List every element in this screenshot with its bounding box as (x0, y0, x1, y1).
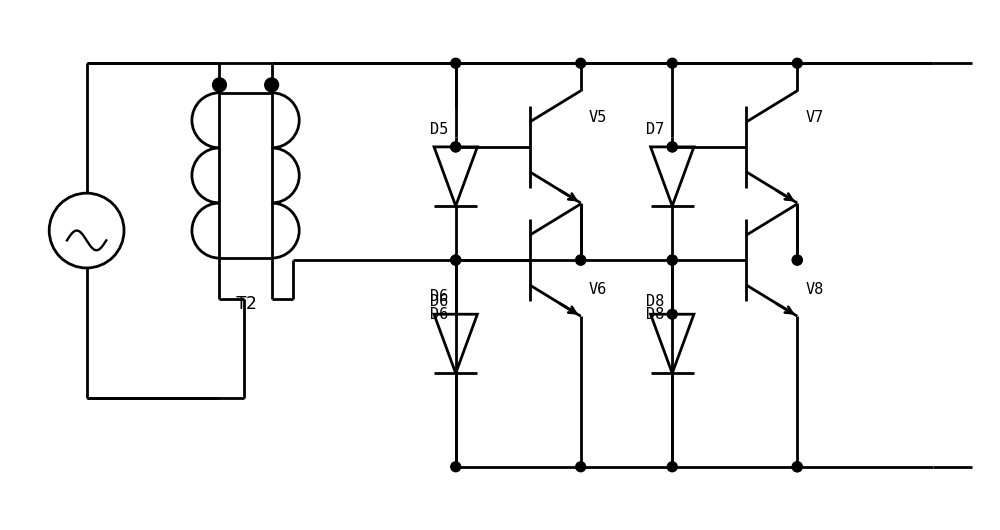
Circle shape (576, 255, 586, 265)
Text: D5: D5 (430, 122, 448, 137)
Circle shape (792, 255, 802, 265)
Circle shape (213, 78, 226, 92)
Text: V6: V6 (589, 282, 607, 297)
Text: D8: D8 (646, 294, 664, 310)
Circle shape (451, 255, 461, 265)
Text: D7: D7 (646, 122, 664, 137)
Circle shape (792, 462, 802, 472)
Circle shape (792, 58, 802, 68)
Circle shape (792, 462, 802, 472)
Circle shape (667, 142, 677, 152)
Circle shape (667, 255, 677, 265)
Text: D8: D8 (646, 307, 664, 322)
Text: D6: D6 (430, 289, 448, 304)
Circle shape (667, 142, 677, 152)
Circle shape (667, 255, 677, 265)
Circle shape (265, 78, 279, 92)
Circle shape (667, 462, 677, 472)
Circle shape (451, 255, 461, 265)
Text: V8: V8 (805, 282, 823, 297)
Circle shape (451, 142, 461, 152)
Text: V7: V7 (805, 110, 823, 125)
Circle shape (667, 310, 677, 319)
Circle shape (576, 255, 586, 265)
Circle shape (451, 142, 461, 152)
Circle shape (451, 462, 461, 472)
Text: D6: D6 (430, 294, 448, 310)
Text: T2: T2 (235, 295, 257, 313)
Circle shape (576, 58, 586, 68)
Circle shape (576, 462, 586, 472)
Circle shape (792, 255, 802, 265)
Text: D6: D6 (430, 307, 448, 322)
Circle shape (451, 58, 461, 68)
Text: V5: V5 (589, 110, 607, 125)
Circle shape (667, 58, 677, 68)
